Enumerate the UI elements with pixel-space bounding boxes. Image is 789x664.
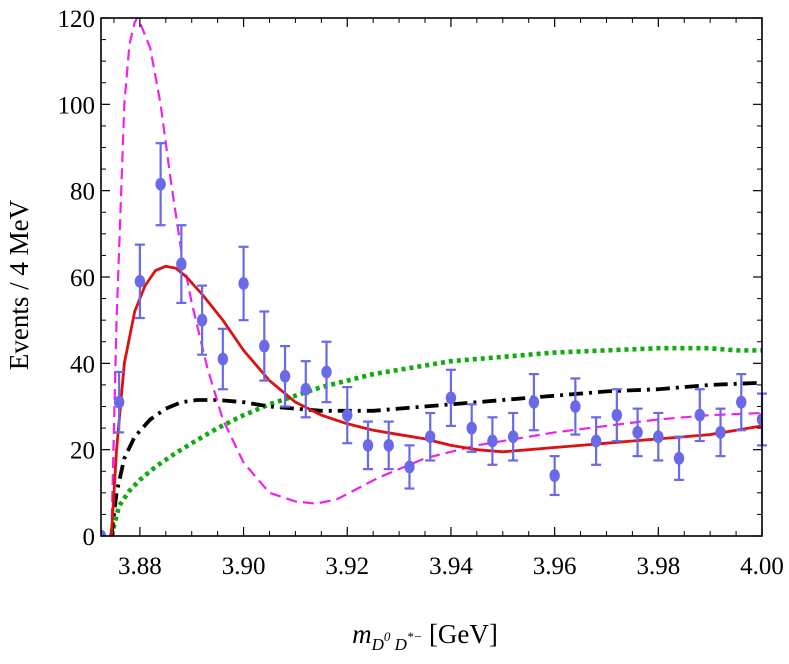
- data-point: [217, 352, 229, 366]
- x-tick-label: 3.96: [533, 553, 577, 580]
- x-tick-label: 3.92: [325, 553, 369, 580]
- x-tick-label: 4.00: [740, 553, 784, 580]
- x-label-sup2: *−: [407, 629, 422, 644]
- x-tick-label: 3.98: [636, 553, 680, 580]
- data-point: [487, 434, 498, 448]
- y-tick-label: 100: [58, 92, 96, 119]
- y-tick-label: 40: [70, 351, 95, 378]
- data-point: [466, 421, 477, 435]
- x-tick-label: 3.90: [222, 553, 266, 580]
- x-label-sup1: 0: [384, 629, 391, 644]
- data-point: [259, 339, 270, 353]
- data-point: [445, 391, 457, 405]
- data-point: [404, 460, 415, 474]
- data-point: [632, 426, 643, 439]
- data-point: [694, 408, 705, 422]
- x-tick-label: 3.88: [118, 553, 162, 580]
- data-point: [279, 369, 291, 383]
- x-label-unit: [GeV]: [422, 619, 498, 649]
- x-label-main: m: [352, 619, 372, 649]
- data-point: [342, 408, 353, 422]
- data-point: [653, 430, 664, 444]
- x-label-sub2: D: [390, 635, 407, 654]
- data-point: [673, 451, 685, 465]
- data-point: [238, 277, 249, 290]
- plot-frame: [100, 17, 763, 537]
- data-point: [300, 382, 311, 396]
- data-point: [570, 400, 581, 413]
- series-line-dashed: [110, 18, 762, 536]
- series-line-solid: [109, 264, 762, 536]
- data-point: [362, 438, 374, 452]
- y-axis-label: Events / 4 MeV: [4, 199, 34, 370]
- y-tick-label: 80: [70, 179, 95, 206]
- data-point: [155, 177, 166, 191]
- axes: 3.88 3.90 3.92 3.94 3.96 3.98 4.00 0 20 40 60 80 100…: [58, 6, 784, 580]
- data-point: [549, 469, 560, 482]
- data-point: [736, 395, 747, 409]
- data-point: [383, 438, 394, 452]
- data-point: [101, 529, 107, 536]
- data-point: [176, 257, 187, 271]
- x-label-sub1: D: [371, 635, 385, 654]
- plot-marks: [101, 18, 767, 536]
- data-point: [611, 408, 623, 422]
- data-point: [134, 274, 146, 288]
- x-tick-label: 3.94: [429, 553, 473, 580]
- data-point: [528, 395, 540, 409]
- y-tick-label: 60: [70, 265, 95, 292]
- y-tick-label: 20: [70, 438, 95, 465]
- x-axis-label: mD0 D*− [GeV]: [352, 619, 498, 654]
- series-line-dash-dot: [109, 380, 762, 536]
- data-point: [425, 430, 436, 444]
- data-point: [715, 426, 726, 439]
- data-point: [321, 365, 332, 379]
- y-tick-label: 120: [58, 6, 96, 33]
- data-point: [507, 430, 519, 444]
- y-tick-label: 0: [83, 524, 96, 551]
- data-point: [756, 413, 762, 426]
- data-point: [113, 395, 125, 409]
- data-point: [196, 313, 208, 327]
- data-point: [590, 434, 602, 448]
